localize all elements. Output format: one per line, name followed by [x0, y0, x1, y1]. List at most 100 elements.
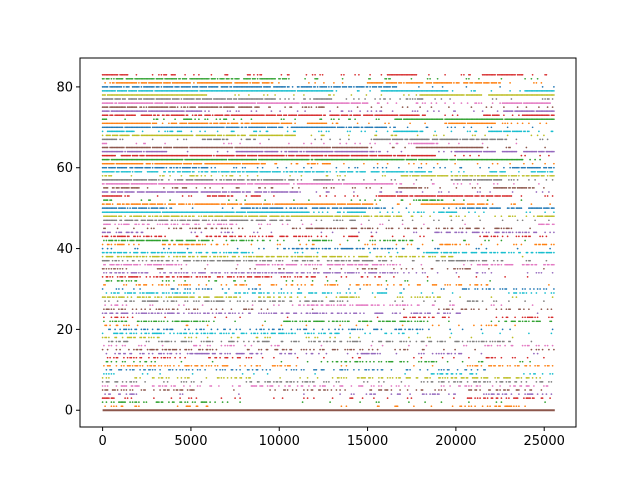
data-point: [294, 352, 296, 355]
data-point: [109, 320, 111, 323]
data-point: [118, 259, 120, 262]
data-point: [553, 223, 555, 226]
data-point: [151, 284, 154, 286]
data-point: [330, 239, 333, 242]
data-point: [225, 284, 228, 286]
data-point: [253, 231, 255, 234]
data-point: [276, 243, 279, 246]
data-point: [126, 356, 129, 359]
data-point: [313, 304, 315, 306]
data-point: [180, 284, 183, 286]
data-point: [358, 259, 360, 262]
data-point: [525, 231, 528, 234]
data-point: [404, 304, 406, 306]
data-point: [105, 401, 108, 403]
data-point: [381, 247, 384, 250]
data-point: [408, 401, 410, 403]
data-point: [430, 381, 433, 383]
data-point: [520, 385, 523, 387]
data-point: [121, 385, 124, 387]
data-point: [446, 352, 449, 355]
data-point: [129, 336, 131, 339]
data-point: [303, 368, 305, 371]
data-point: [106, 348, 109, 351]
data-point: [166, 251, 169, 254]
data-point: [266, 308, 269, 311]
data-point: [110, 360, 113, 363]
data-point: [161, 308, 164, 311]
data-point: [228, 312, 230, 315]
data-point: [103, 316, 105, 319]
data-point: [115, 336, 118, 339]
data-point: [110, 267, 113, 270]
data-point: [381, 223, 384, 226]
data-point: [415, 271, 418, 274]
data-point: [170, 251, 173, 254]
data-point: [124, 308, 126, 311]
data-point: [345, 259, 348, 262]
data-point: [244, 235, 246, 238]
data-point: [506, 389, 509, 391]
data-point: [125, 312, 128, 315]
data-point: [118, 320, 120, 323]
data-point: [429, 336, 431, 339]
data-point: [501, 235, 504, 238]
data-point: [259, 296, 261, 298]
data-point: [434, 255, 436, 258]
data-point: [145, 207, 148, 209]
data-point: [120, 320, 123, 323]
data-point: [503, 389, 505, 391]
data-point: [291, 332, 294, 335]
data-point: [119, 393, 121, 395]
data-point: [164, 340, 166, 343]
data-point: [465, 377, 468, 379]
data-point: [219, 352, 221, 355]
data-point: [186, 401, 189, 403]
data-point: [388, 360, 390, 363]
data-point: [480, 328, 483, 331]
data-point: [125, 280, 128, 282]
data-point: [448, 352, 450, 355]
data-point: [219, 312, 221, 315]
data-point: [348, 255, 350, 258]
data-point: [418, 360, 420, 363]
data-point: [190, 397, 193, 399]
data-point: [484, 377, 486, 379]
data-point: [409, 255, 411, 258]
data-point: [163, 389, 165, 391]
data-point: [220, 284, 223, 286]
data-point: [440, 288, 443, 290]
data-point: [426, 312, 429, 315]
data-point: [130, 292, 133, 294]
data-point: [280, 352, 283, 355]
data-point: [223, 243, 225, 246]
data-point: [311, 292, 314, 294]
data-point: [408, 284, 410, 286]
data-point: [143, 235, 145, 238]
data-point: [444, 255, 446, 258]
data-point: [339, 271, 341, 274]
data-point: [149, 296, 151, 298]
data-point: [109, 328, 111, 331]
data-point: [169, 332, 171, 335]
data-point: [328, 328, 330, 331]
data-point: [418, 247, 420, 250]
data-point: [220, 255, 223, 258]
data-point: [133, 381, 135, 383]
data-point: [255, 368, 258, 371]
data-point: [108, 336, 110, 339]
data-point: [508, 340, 510, 343]
data-point: [420, 352, 423, 355]
data-point: [456, 368, 459, 371]
data-point: [214, 255, 216, 258]
data-point: [551, 328, 554, 331]
data-point: [124, 397, 126, 399]
data-point: [158, 259, 160, 262]
data-point: [183, 223, 185, 226]
data-point: [286, 389, 289, 391]
data-point: [544, 263, 546, 266]
data-point: [346, 368, 349, 371]
data-point: [310, 332, 313, 335]
data-point: [406, 243, 409, 246]
data-point: [180, 276, 183, 278]
